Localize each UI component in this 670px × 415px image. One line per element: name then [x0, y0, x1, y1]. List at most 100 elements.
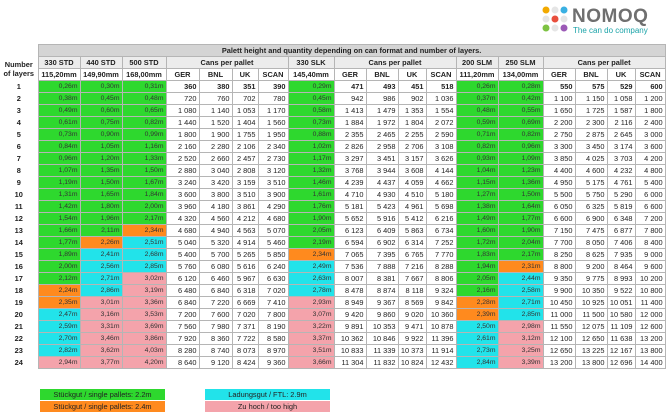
- height-cell: 1,65m: [79, 188, 123, 201]
- cans-cell: 7 475: [574, 224, 608, 237]
- layers-label: Number of layers: [0, 56, 39, 81]
- cans-cell: 12 100: [542, 332, 576, 345]
- cans-cell: 12 000: [634, 308, 666, 321]
- cans-cell: 9 860: [365, 308, 399, 321]
- cans-cell: 11 550: [542, 320, 576, 333]
- height-cell: 0,75m: [79, 116, 123, 129]
- cans-cell: 6 600: [542, 212, 576, 225]
- cans-cell: 3 960: [165, 200, 200, 213]
- layer-number: 24: [0, 356, 39, 369]
- data-row: 15 1,89m 2,41m 2,68m 5 400 5 700 5 265 5 850 2,3…: [0, 248, 666, 261]
- data-row: 18 2,24m 2,86m 3,19m 6 480 6 840 6 318 7 020 2,7…: [0, 284, 666, 297]
- height-cell: 2,19m: [287, 236, 335, 249]
- region-header: SCAN: [257, 68, 289, 81]
- height-cell: 0,88m: [287, 128, 335, 141]
- cans-cell: 3 800: [198, 188, 233, 201]
- cans-cell: 5 180: [425, 188, 457, 201]
- cans-cell: 7 410: [257, 296, 289, 309]
- cans-cell: 8 118: [397, 284, 427, 297]
- cans-cell: 9 900: [542, 284, 576, 297]
- region-header: SCAN: [634, 68, 666, 81]
- cans-cell: 8 250: [542, 248, 576, 261]
- cans-cell: 7 888: [365, 260, 399, 273]
- height-cell: 2,70m: [37, 332, 81, 345]
- height-cell: 2,17m: [497, 248, 544, 261]
- cans-cell: 3 850: [542, 152, 576, 165]
- cans-cell: 12 650: [574, 332, 608, 345]
- cans-cell: 6 902: [365, 236, 399, 249]
- cans-cell: 7 252: [425, 236, 457, 249]
- cans-cell: 7 600: [198, 308, 233, 321]
- cans-cell: 5 265: [231, 248, 259, 261]
- format-header: 200 SLM: [455, 56, 499, 69]
- cans-cell: 5 698: [425, 200, 457, 213]
- cans-cell: 5 863: [397, 224, 427, 237]
- region-header: BNL: [365, 68, 399, 81]
- cans-cell: 8 190: [257, 320, 289, 333]
- data-row: 6 0,84m 1,05m 1,16m 2 160 2 280 2 106 2 340 1,02…: [0, 140, 666, 153]
- cans-cell: 8 580: [257, 332, 289, 345]
- legend-item: Ladungsgut / FTL: 2.9m: [205, 389, 330, 400]
- cans-cell: 6 000: [634, 188, 666, 201]
- height-cell: 2,56m: [79, 260, 123, 273]
- height-cell: 2,05m: [287, 224, 335, 237]
- height-cell: 0,31m: [121, 80, 167, 93]
- pallet-table: Palett height and quantity depending on …: [0, 44, 666, 369]
- height-cell: 1,50m: [121, 164, 167, 177]
- cans-cell: 5 967: [231, 272, 259, 285]
- cans-cell: 1 800: [165, 128, 200, 141]
- cans-cell: 11 304: [333, 356, 367, 369]
- height-cell: 0,38m: [37, 92, 81, 105]
- format-header: 250 SLM: [497, 56, 544, 69]
- height-cell: 3,07m: [287, 308, 335, 321]
- height-cell: 1,83m: [455, 248, 499, 261]
- cans-cell: 902: [397, 92, 427, 105]
- height-cell: 0,26m: [37, 80, 81, 93]
- height-cell: 0,58m: [287, 104, 335, 117]
- legend-item: Stückgut / single pallets: 2.4m: [40, 401, 165, 412]
- height-cell: 1,64m: [497, 200, 544, 213]
- cans-cell: 3 900: [257, 188, 289, 201]
- cans-cell: 8 800: [542, 260, 576, 273]
- cans-cell: 1 520: [198, 116, 233, 129]
- region-header: SCAN: [425, 68, 457, 81]
- layer-number: 2: [0, 92, 39, 105]
- cans-cell: 3 626: [425, 152, 457, 165]
- cans-cell: 6 080: [198, 260, 233, 273]
- cans-cell: 10 051: [606, 296, 636, 309]
- height-cell: 2,28m: [455, 296, 499, 309]
- cans-cell: 1 755: [231, 128, 259, 141]
- cans-cell: 4 930: [365, 188, 399, 201]
- height-cell: 1,46m: [287, 176, 335, 189]
- cans-cell: 11 500: [574, 308, 608, 321]
- cans-cell: 10 833: [333, 344, 367, 357]
- cans-cell: 11 832: [365, 356, 399, 369]
- layer-number: 14: [0, 236, 39, 249]
- cans-cell: 7 536: [333, 260, 367, 273]
- height-cell: 0,29m: [287, 80, 335, 93]
- data-row: 9 1,19m 1,50m 1,67m 3 240 3 420 3 159 3 510 1,46…: [0, 176, 666, 189]
- region-header: BNL: [574, 68, 608, 81]
- height-cell: 3,62m: [79, 344, 123, 357]
- format-header: 330 SLK: [287, 56, 335, 69]
- cans-cell: 6 900: [574, 212, 608, 225]
- cans-cell: 600: [634, 80, 666, 93]
- cans-cell: 7 667: [397, 272, 427, 285]
- data-row: 10 1,31m 1,65m 1,84m 3 600 3 800 3 510 3 900 1,6…: [0, 188, 666, 201]
- cans-cell: 7 770: [425, 248, 457, 261]
- cans-group-header: Cans per pallet: [333, 56, 457, 69]
- cans-cell: 6 318: [231, 284, 259, 297]
- cans-cell: 4 212: [231, 212, 259, 225]
- cans-group-header: Cans per pallet: [542, 56, 666, 69]
- cans-cell: 9 471: [397, 320, 427, 333]
- cans-cell: 7 920: [165, 332, 200, 345]
- cans-cell: 10 800: [634, 284, 666, 297]
- cans-cell: 9 775: [574, 272, 608, 285]
- cans-cell: 9 922: [397, 332, 427, 345]
- cans-cell: 7 800: [257, 308, 289, 321]
- height-cell: 1,32m: [287, 164, 335, 177]
- height-cell: 2,34m: [287, 248, 335, 261]
- size-header: 168,00mm: [121, 68, 167, 81]
- height-cell: 0,73m: [287, 116, 335, 129]
- size-header: 134,00mm: [497, 68, 544, 81]
